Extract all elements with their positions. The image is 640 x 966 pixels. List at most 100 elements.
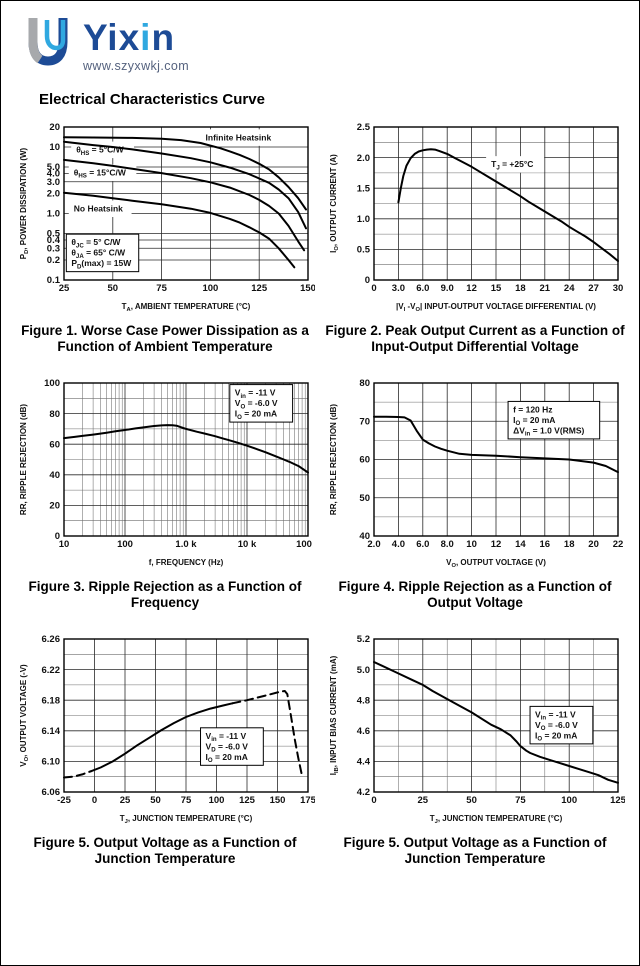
- svg-text:VD = -6.0 V: VD = -6.0 V: [206, 741, 249, 753]
- svg-text:100 k: 100 k: [296, 539, 315, 550]
- charts-grid: 25 50 75 100 125 150 20 10 5.0 4.0 3.0 2.0 1.0 0.5 0.4…: [15, 118, 625, 868]
- svg-text:14: 14: [515, 539, 526, 550]
- svg-text:21: 21: [540, 283, 551, 294]
- svg-text:0: 0: [371, 283, 376, 294]
- caption-line: Frequency: [130, 595, 200, 611]
- svg-text:RR, RIPPLE REJECTION (dB): RR, RIPPLE REJECTION (dB): [19, 404, 28, 515]
- svg-text:100: 100: [202, 283, 218, 294]
- svg-text:8.0: 8.0: [441, 539, 454, 550]
- svg-text:100: 100: [44, 378, 60, 389]
- svg-text:No Heatsink: No Heatsink: [74, 204, 123, 214]
- svg-text:75: 75: [181, 795, 192, 806]
- figure-2: 0 3.0 6.0 9.0 12 15 18 21 24 27 30 0 0.5 1.0 1.5 2.0 2.5…: [325, 118, 625, 356]
- figure-4: 2.0 4.0 6.0 8.0 10 12 14 16 18 20 22 40 50 60 70 80 f = …: [325, 374, 625, 612]
- svg-text:θJA = 65° C/W: θJA = 65° C/W: [71, 248, 126, 260]
- svg-text:VO, OUTPUT VOLTAGE (-V): VO, OUTPUT VOLTAGE (-V): [19, 664, 30, 767]
- figure-5-left-caption: Figure 5. Output Voltage as a Function o…: [33, 835, 296, 868]
- svg-text:0.4: 0.4: [47, 235, 61, 246]
- svg-text:TJ = +25°C: TJ = +25°C: [491, 159, 533, 171]
- svg-text:Vin = -11 V: Vin = -11 V: [535, 709, 576, 721]
- svg-text:f, FREQUENCY (Hz): f, FREQUENCY (Hz): [149, 558, 224, 567]
- svg-text:16: 16: [540, 539, 551, 550]
- figure-1-caption: Figure 1. Worse Case Power Dissipation a…: [21, 323, 309, 356]
- svg-text:20: 20: [49, 122, 60, 133]
- caption-line: Input-Output Differential Voltage: [371, 339, 579, 355]
- svg-text:RR, RIPPLE REJECTION (dB): RR, RIPPLE REJECTION (dB): [329, 404, 338, 515]
- svg-text:40: 40: [359, 531, 370, 542]
- svg-text:60: 60: [359, 455, 370, 466]
- svg-text:12: 12: [466, 283, 477, 294]
- svg-text:6.0: 6.0: [416, 539, 429, 550]
- svg-text:IO = 20 mA: IO = 20 mA: [513, 415, 555, 427]
- svg-text:5.2: 5.2: [357, 634, 370, 645]
- svg-text:6.10: 6.10: [42, 756, 61, 767]
- svg-text:Vin = -11 V: Vin = -11 V: [235, 388, 276, 400]
- svg-text:4.8: 4.8: [357, 695, 370, 706]
- svg-text:2.0: 2.0: [357, 153, 370, 164]
- svg-text:6.26: 6.26: [42, 634, 61, 645]
- figure-4-chart: 2.0 4.0 6.0 8.0 10 12 14 16 18 20 22 40 50 60 70 80 f = …: [329, 378, 623, 569]
- svg-text:PD, POWER DISSIPATION (W): PD, POWER DISSIPATION (W): [19, 147, 30, 259]
- svg-text:IO = 20 mA: IO = 20 mA: [535, 730, 577, 742]
- svg-text:24: 24: [564, 283, 575, 294]
- svg-text:0.2: 0.2: [47, 255, 60, 266]
- svg-text:3.0: 3.0: [392, 283, 405, 294]
- svg-text:25: 25: [120, 795, 131, 806]
- svg-text:6.06: 6.06: [42, 787, 61, 798]
- caption-line: Figure 5. Output Voltage as a Function o…: [33, 834, 297, 850]
- svg-text:20: 20: [49, 501, 60, 512]
- brand-name: Yixin: [83, 19, 189, 56]
- svg-text:30: 30: [613, 283, 624, 294]
- brand-seg-2: i: [140, 17, 152, 58]
- page-title: Electrical Characteristics Curve: [39, 91, 265, 108]
- svg-text:4.6: 4.6: [357, 726, 370, 737]
- svg-text:25: 25: [418, 795, 429, 806]
- svg-text:1.0 k: 1.0 k: [175, 539, 197, 550]
- caption-line: Figure 4. Ripple Rejection as a Function…: [338, 578, 612, 594]
- svg-text:15: 15: [491, 283, 502, 294]
- svg-text:5.0: 5.0: [47, 162, 60, 173]
- svg-text:100: 100: [561, 795, 577, 806]
- svg-text:5.0: 5.0: [357, 665, 370, 676]
- figure-2-caption: Figure 2. Peak Output Current as a Funct…: [325, 323, 624, 356]
- svg-text:27: 27: [588, 283, 599, 294]
- caption-line: Figure 5. Output Voltage as a Function o…: [343, 834, 607, 850]
- svg-text:2.0: 2.0: [367, 539, 380, 550]
- svg-text:1.0: 1.0: [47, 209, 60, 220]
- figure-3-caption: Figure 3. Ripple Rejection as a Function…: [28, 579, 301, 612]
- svg-text:0: 0: [55, 531, 60, 542]
- figure-1-chart: 25 50 75 100 125 150 20 10 5.04.03.02.0 1.0 0.50.4…: [19, 122, 315, 313]
- svg-text:0.3: 0.3: [47, 243, 60, 254]
- svg-text:IO = 20 mA: IO = 20 mA: [206, 752, 248, 764]
- header: Yixin www.szyxwkj.com: [25, 15, 625, 73]
- figure-5-left: -25 0 25 50 75 100 125 150 175 6.06 6.10 6.14 6.18 6.…: [15, 630, 315, 868]
- figure-5-right-chart: 0 25 50 75 100 125 4.2 4.4 4.6 4.8 5.0 5.2 Vin = -11…: [329, 634, 625, 825]
- svg-text:IIB, INPUT BIAS CURRENT (mA): IIB, INPUT BIAS CURRENT (mA): [329, 655, 340, 775]
- svg-text:VO = -6.0 V: VO = -6.0 V: [535, 720, 578, 732]
- svg-text:TJ, JUNCTION TEMPERATURE (°C): TJ, JUNCTION TEMPERATURE (°C): [430, 814, 563, 825]
- svg-text:100: 100: [209, 795, 225, 806]
- figure-3-chart: 10 100 1.0 k 10 k 100 k 0 20 40 60 80 100 Vin = -11…: [19, 378, 315, 567]
- brand-seg-3: n: [151, 17, 176, 58]
- svg-text:150: 150: [300, 283, 315, 294]
- svg-text:|VI -VO| INPUT-OUTPUT VOLTAGE: |VI -VO| INPUT-OUTPUT VOLTAGE DIFFERENTI…: [396, 302, 596, 313]
- svg-text:10: 10: [49, 142, 60, 153]
- svg-text:10: 10: [466, 539, 477, 550]
- svg-text:50: 50: [359, 493, 370, 504]
- figure-3: 10 100 1.0 k 10 k 100 k 0 20 40 60 80 100 Vin = -11…: [15, 374, 315, 612]
- figure-5-left-chart: -25 0 25 50 75 100 125 150 175 6.06 6.10 6.14 6.18 6.…: [19, 634, 315, 825]
- brand-url: www.szyxwkj.com: [83, 59, 190, 73]
- svg-text:18: 18: [564, 539, 575, 550]
- svg-text:0.5: 0.5: [357, 245, 371, 256]
- svg-text:0.5: 0.5: [47, 229, 61, 240]
- svg-text:6.22: 6.22: [42, 665, 61, 676]
- logo-u-icon: [28, 18, 68, 66]
- svg-text:50: 50: [108, 283, 119, 294]
- svg-text:-25: -25: [57, 795, 71, 806]
- figure-2-chart: 0 3.0 6.0 9.0 12 15 18 21 24 27 30 0 0.5 1.0 1.5 2.0 2.5…: [329, 122, 624, 313]
- svg-text:θHS = 5°C/W: θHS = 5°C/W: [76, 145, 124, 157]
- svg-text:θHS = 15°C/W: θHS = 15°C/W: [74, 168, 127, 180]
- svg-text:IO, OUTPUT CURRENT (A): IO, OUTPUT CURRENT (A): [329, 154, 340, 253]
- figure-1: 25 50 75 100 125 150 20 10 5.0 4.0 3.0 2.0 1.0 0.5 0.4…: [15, 118, 315, 356]
